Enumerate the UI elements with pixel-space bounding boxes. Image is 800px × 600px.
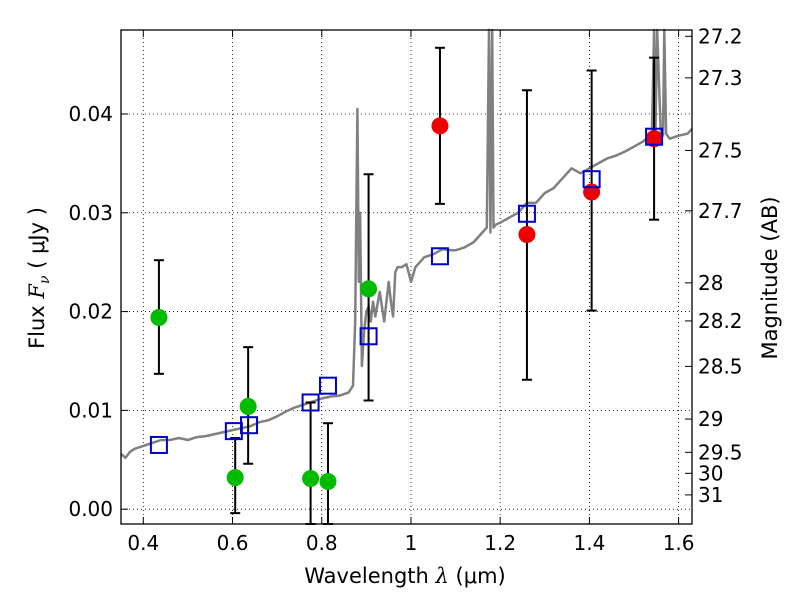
x-tick-label: 1.6 <box>663 531 695 555</box>
model-square-marker <box>582 170 601 189</box>
model-square-marker <box>359 327 378 346</box>
x-tick-label: 0.4 <box>127 531 159 555</box>
model-square-marker <box>149 435 168 454</box>
green-data-point <box>239 397 257 415</box>
green-data-point <box>302 470 320 488</box>
x-tick-label: 0.6 <box>217 531 249 555</box>
magnitude-tick-label: 28.2 <box>698 309 743 333</box>
data-points-layer <box>149 117 664 491</box>
model-square-marker <box>318 376 337 395</box>
axis-ticks: 0.4 0.6 0.8 1 1.2 1.4 1.6 0.00 0.01 0.02 0.03 0.04 2… <box>68 24 742 555</box>
green-data-point <box>226 469 244 487</box>
magnitude-tick-label: 28 <box>698 271 723 295</box>
y-axis-label: Flux Fν ( μJy ) <box>25 207 53 349</box>
sed-template-line <box>120 28 693 460</box>
sed-template-layer <box>120 28 693 460</box>
x-tick-label: 1.2 <box>484 531 516 555</box>
y-tick-label: 0.02 <box>68 300 113 324</box>
magnitude-tick-label: 27.5 <box>698 138 743 162</box>
red-data-point <box>518 226 536 244</box>
green-data-point <box>319 473 337 491</box>
y-tick-label: 0.00 <box>68 497 113 521</box>
red-data-point <box>431 117 449 135</box>
magnitude-tick-label: 27.7 <box>698 199 743 223</box>
x-axis-label: Wavelength λ (μm) <box>304 564 505 588</box>
y-tick-label: 0.01 <box>68 398 113 422</box>
magnitude-tick-label: 27.2 <box>698 24 743 48</box>
magnitude-tick-label: 29.5 <box>698 440 743 464</box>
model-square-marker <box>240 416 259 435</box>
magnitude-tick-label: 29 <box>698 407 723 431</box>
magnitude-tick-label: 28.5 <box>698 354 743 378</box>
magnitude-axis-label: Magnitude (AB) <box>758 196 782 359</box>
model-square-marker <box>645 127 664 146</box>
model-square-marker <box>301 393 320 412</box>
y-tick-label: 0.04 <box>68 102 113 126</box>
y-tick-label: 0.03 <box>68 201 113 225</box>
green-data-point <box>360 280 378 298</box>
green-data-point <box>150 309 168 327</box>
model-square-marker <box>517 204 536 223</box>
plot-frame <box>120 29 693 525</box>
x-tick-label: 1 <box>405 531 418 555</box>
x-tick-label: 1.4 <box>573 531 605 555</box>
magnitude-tick-label: 27.3 <box>698 66 743 90</box>
x-tick-label: 0.8 <box>306 531 338 555</box>
magnitude-tick-label: 31 <box>698 483 723 507</box>
model-square-marker <box>430 247 449 266</box>
magnitude-tick-label: 30 <box>698 461 723 485</box>
